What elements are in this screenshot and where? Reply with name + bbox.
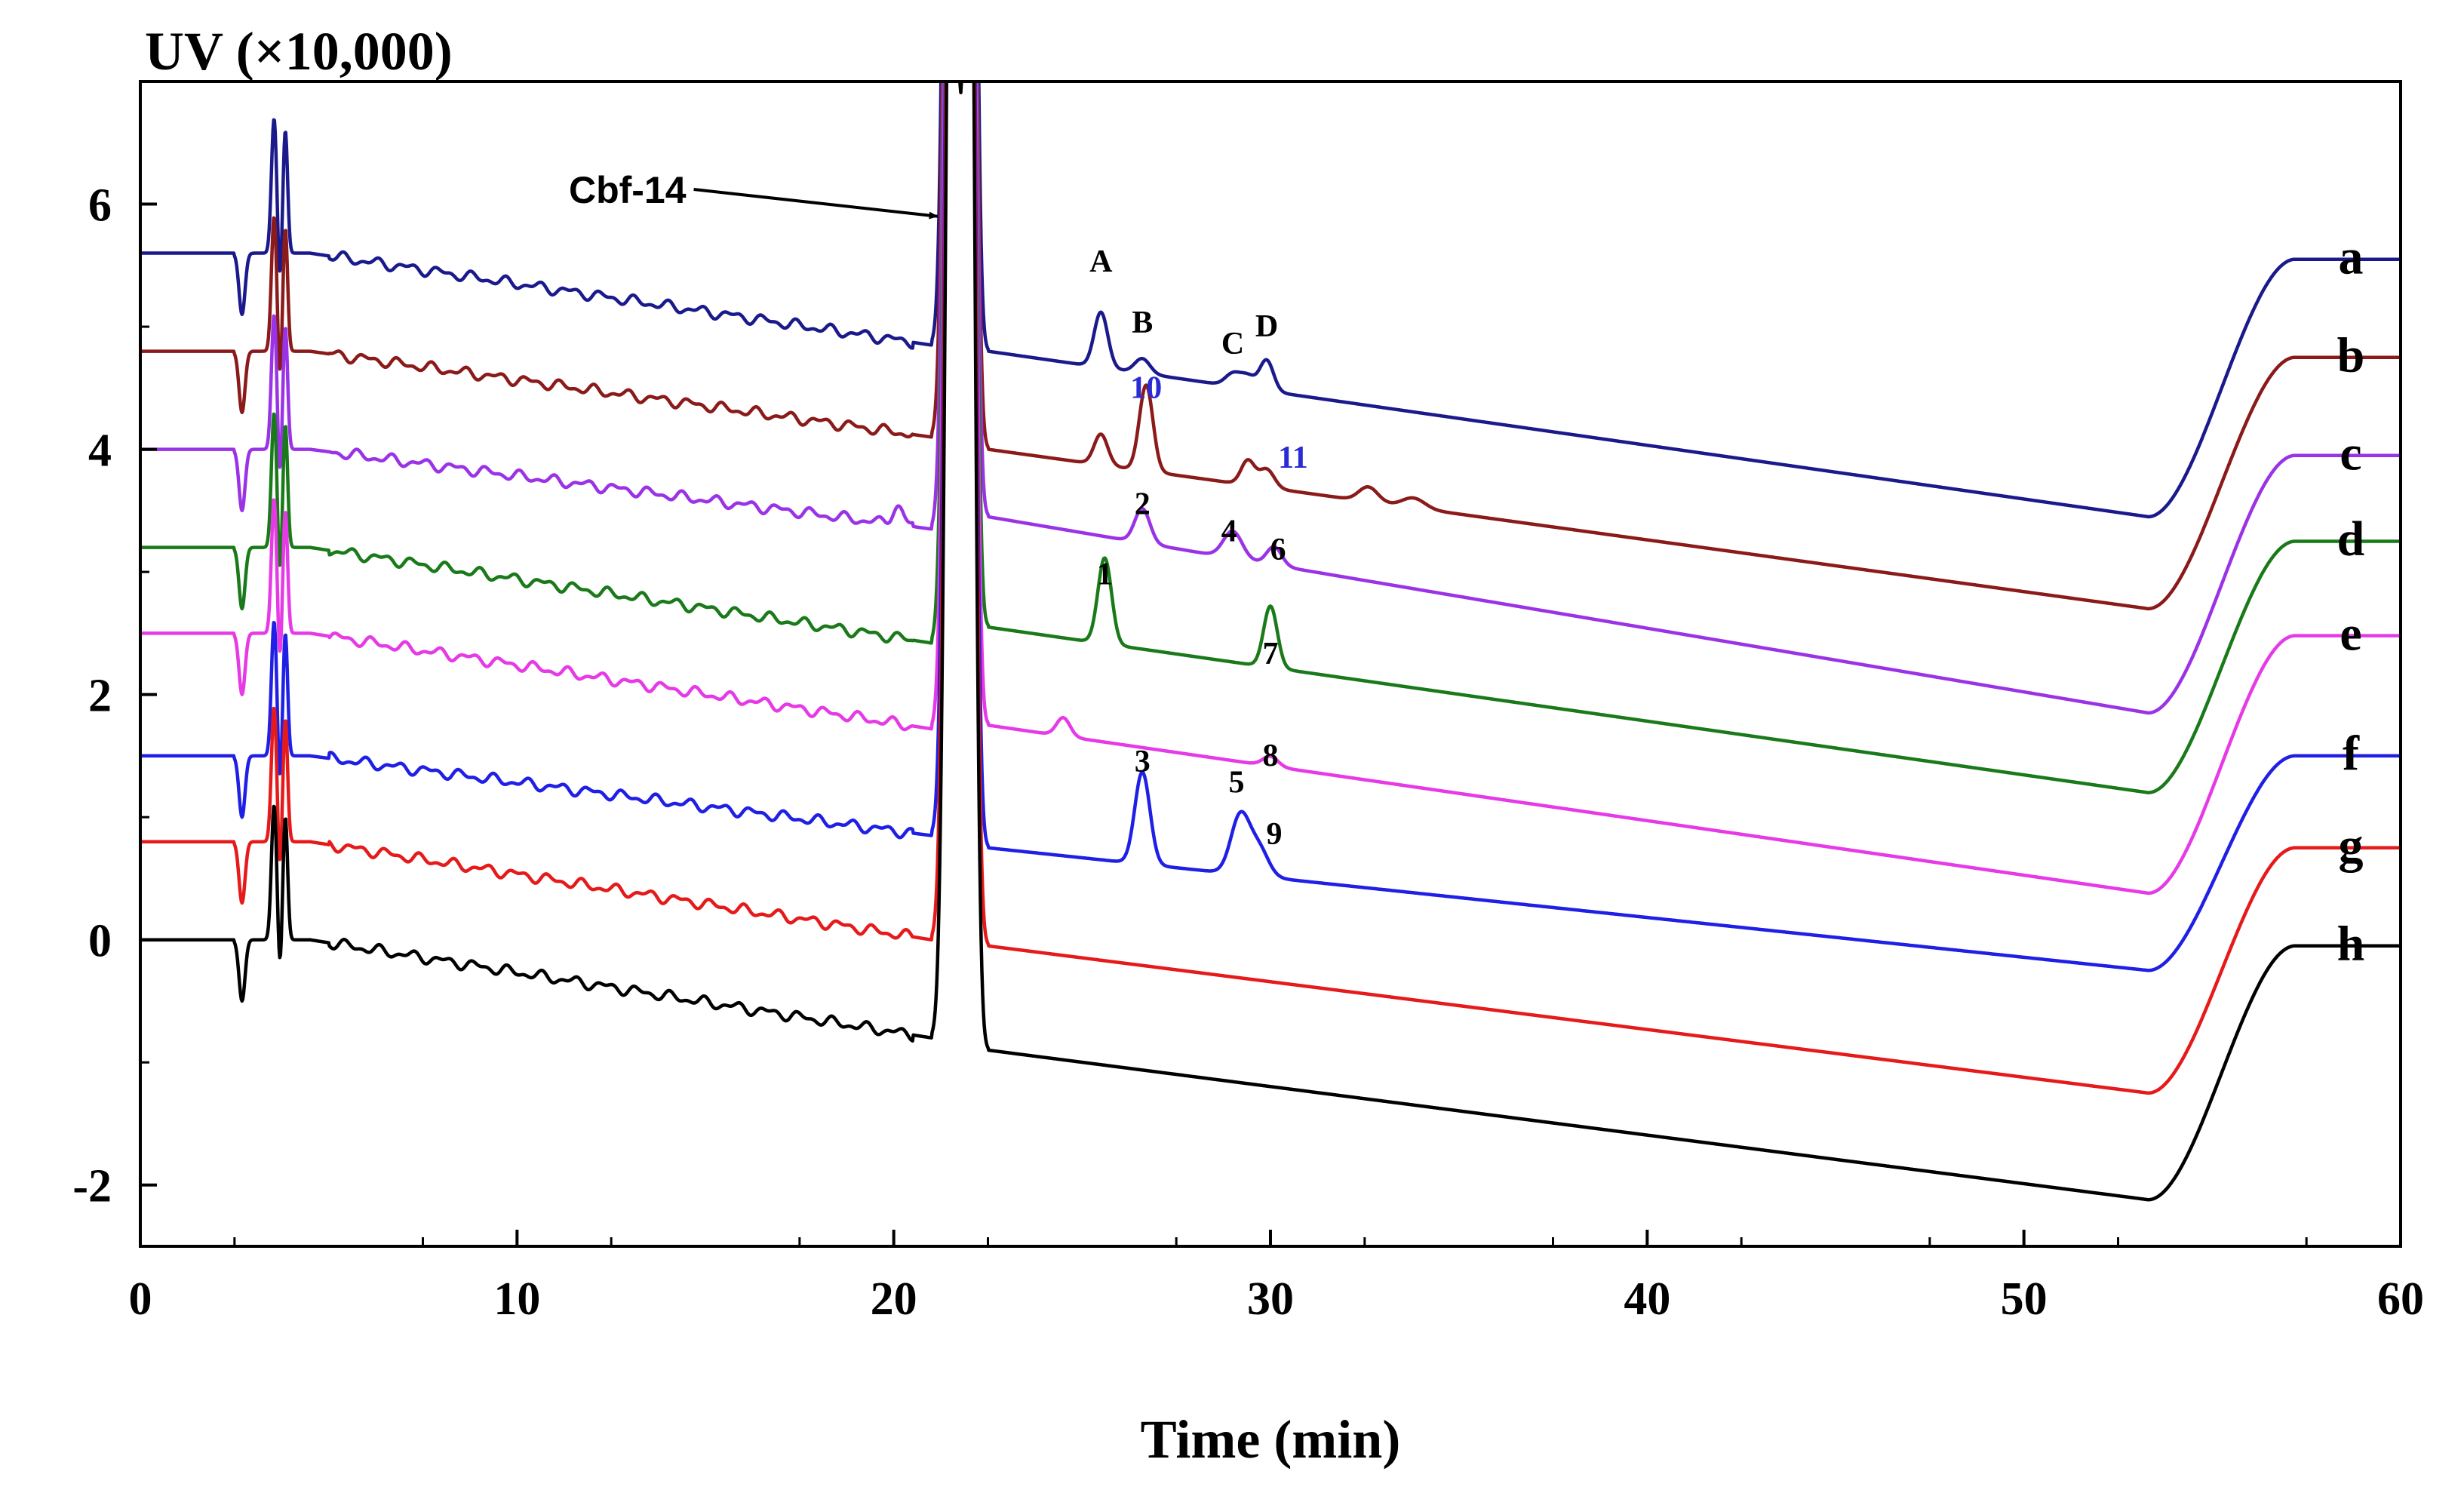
peak-label: 10 [1130, 370, 1162, 405]
plot-frame [139, 80, 2402, 1248]
x-tick-label: 30 [1247, 1273, 1294, 1325]
y-tick-label: 0 [88, 916, 112, 967]
peak-label: D [1255, 309, 1278, 344]
x-tick-label: 20 [871, 1273, 917, 1325]
peak-label: 4 [1221, 514, 1237, 548]
trace-label-h: h [2337, 917, 2365, 972]
trace-label-b: b [2337, 327, 2365, 382]
trace-label-f: f [2343, 727, 2360, 782]
peak-label: C [1221, 327, 1244, 361]
y-tick-label: 2 [88, 671, 112, 722]
trace-h [140, 81, 2401, 1202]
trace-b [140, 81, 2401, 611]
y-tick-label: 4 [88, 425, 112, 477]
peak-label: A [1089, 244, 1113, 279]
trace-label-a: a [2339, 229, 2364, 284]
trace-label-c: c [2340, 425, 2361, 481]
trace-d [140, 81, 2401, 794]
x-tick-label: 0 [129, 1273, 152, 1325]
y-tick-label: 6 [88, 180, 112, 232]
trace-a [140, 81, 2401, 519]
x-tick-label: 40 [1624, 1273, 1670, 1325]
trace-label-g: g [2339, 819, 2364, 874]
peak-label: 11 [1278, 441, 1308, 475]
trace-g [140, 81, 2401, 1095]
peak-label: 8 [1263, 739, 1279, 773]
cbf-14-arrow [693, 188, 939, 220]
peak-label: 3 [1135, 745, 1151, 779]
peak-label: 9 [1266, 817, 1282, 852]
x-tick-label: 10 [493, 1273, 540, 1325]
peak-label: B [1132, 306, 1153, 340]
x-tick-label: 50 [2001, 1273, 2048, 1325]
cbf-14-label: Cbf-14 [569, 169, 687, 211]
trace-f [140, 81, 2401, 972]
peak-label: 1 [1097, 557, 1113, 591]
x-axis-title: Time (min) [1141, 1409, 1401, 1470]
peak-label-group: AB C D 10 11 2 46 1 7 8 3 59 [1089, 244, 1308, 852]
trace-label-e: e [2340, 606, 2361, 661]
x-tick-label: 60 [2377, 1273, 2424, 1325]
y-tick-label: -2 [72, 1161, 112, 1212]
peak-label: 6 [1270, 533, 1286, 567]
trace-c [140, 81, 2401, 715]
trace-e [140, 81, 2401, 895]
peak-label: 5 [1229, 766, 1245, 800]
trace-label-d: d [2337, 511, 2365, 567]
peak-label: 7 [1263, 637, 1279, 671]
trace-group [140, 81, 2401, 1202]
peak-label: 2 [1135, 487, 1151, 522]
y-axis-title: UV (×10,000) [145, 21, 453, 81]
